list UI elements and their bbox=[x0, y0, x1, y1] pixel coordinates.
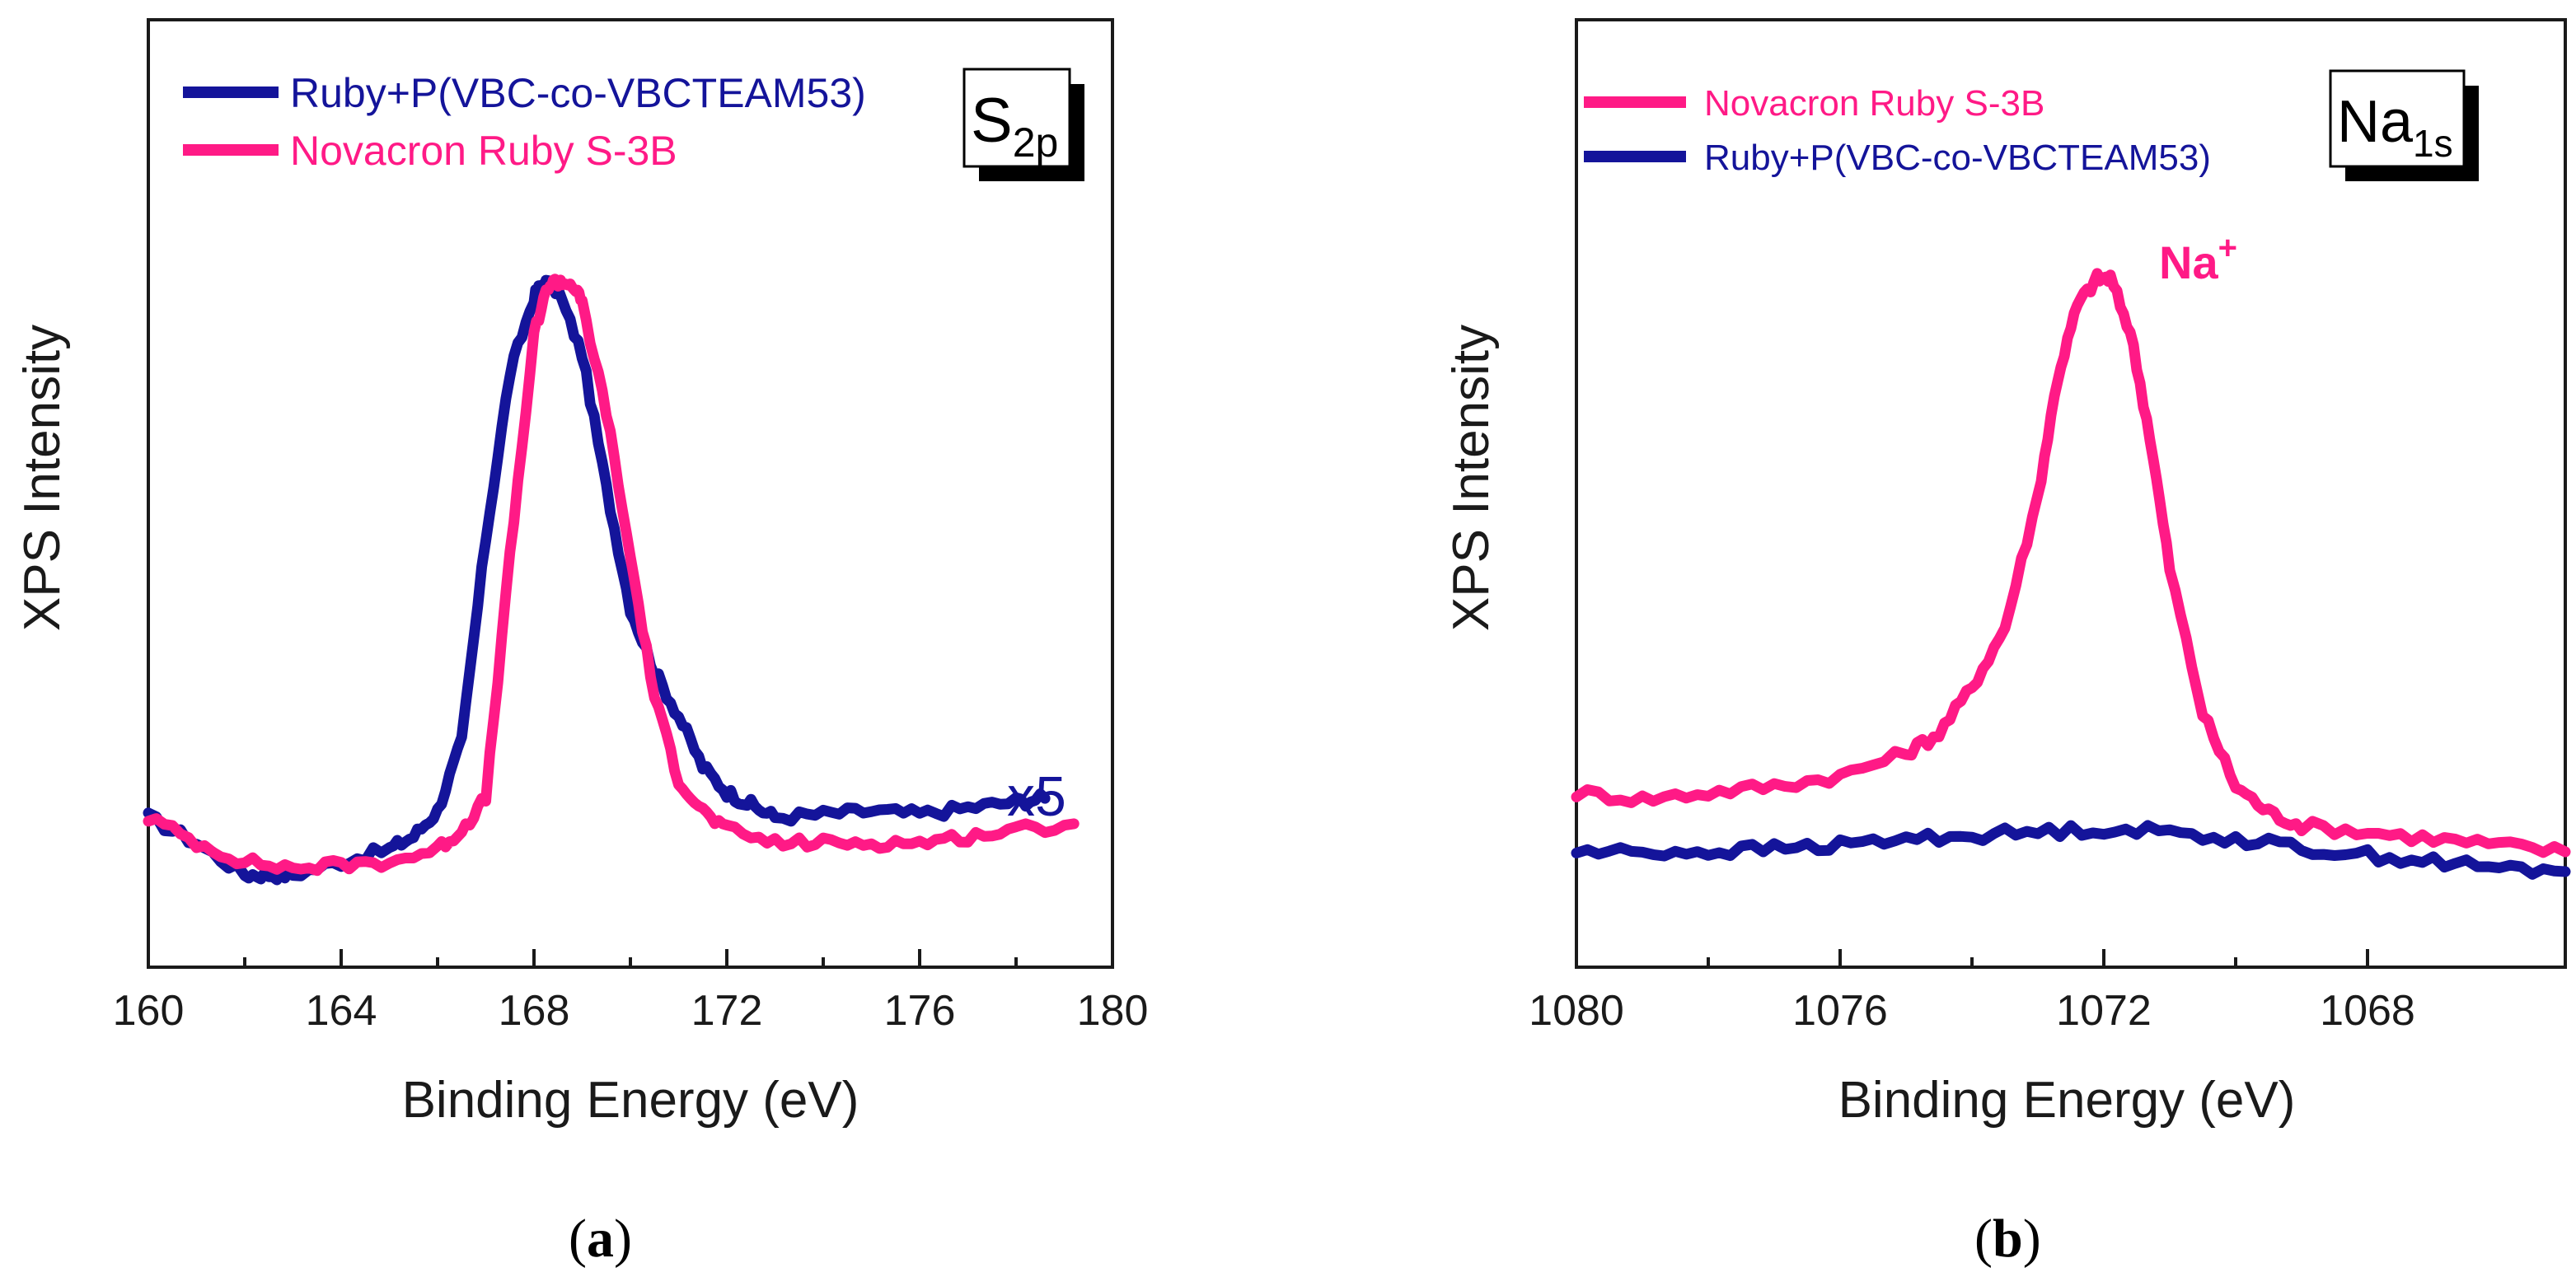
badge-na1s-text: Na1s bbox=[2337, 89, 2453, 165]
legend-b-label-1: Novacron Ruby S-3B bbox=[1704, 83, 2044, 124]
x-tick-label-a-1: 164 bbox=[306, 987, 377, 1035]
legend-a-label-1: Ruby+P(VBC-co-VBCTEAM53) bbox=[290, 70, 866, 116]
panel-caption-a: (a) bbox=[569, 1209, 632, 1269]
y-axis-label-b: XPS Intensity bbox=[1443, 325, 1500, 631]
badge-s2p: S2p bbox=[962, 68, 1084, 181]
legend-a-label-2: Novacron Ruby S-3B bbox=[290, 128, 677, 174]
badge-na1s: Na1s bbox=[2329, 69, 2479, 181]
x-tick-label-a-5: 180 bbox=[1077, 987, 1149, 1035]
peak-annotation-base: Na bbox=[2159, 236, 2218, 288]
legend-b: Novacron Ruby S-3B Ruby+P(VBC-co-VBCTEAM… bbox=[1584, 83, 2211, 178]
scale-annotation-x5: x5 bbox=[1007, 765, 1066, 828]
legend-b-label-2: Ruby+P(VBC-co-VBCTEAM53) bbox=[1704, 138, 2211, 178]
badge-na1s-base: Na bbox=[2337, 89, 2414, 155]
x-tick-label-a-3: 172 bbox=[691, 987, 763, 1035]
series-group-a bbox=[143, 274, 1080, 886]
series-group-b bbox=[1571, 268, 2571, 880]
peak-annotation-na-plus: Na+ bbox=[2159, 230, 2237, 288]
panel-a: 160 164 168 172 176 180 Ruby+P(VBC-co-VBCTEAM… bbox=[14, 18, 1149, 1269]
series-line-b-0 bbox=[1571, 268, 2571, 858]
x-tick-label-a-2: 168 bbox=[499, 987, 570, 1035]
x-tick-label-b-2: 1072 bbox=[2056, 987, 2152, 1035]
x-tick-label-a-0: 160 bbox=[113, 987, 185, 1035]
badge-s2p-box bbox=[962, 68, 1071, 168]
badge-na1s-sub: 1s bbox=[2413, 122, 2453, 165]
series-line-a-1 bbox=[143, 274, 1080, 877]
legend-a: Ruby+P(VBC-co-VBCTEAM53) Novacron Ruby S… bbox=[183, 70, 866, 174]
badge-s2p-sub: 2p bbox=[1013, 119, 1059, 166]
panel-b: 1080 1076 1072 1068 Novacron Ruby S-3B Ruby… bbox=[1443, 18, 2571, 1269]
x-ticks-a: 160 164 168 172 176 180 bbox=[113, 949, 1149, 1035]
peak-annotation-sup: + bbox=[2218, 230, 2237, 266]
plot-frame-b bbox=[1575, 18, 2567, 969]
series-line-b-1 bbox=[1571, 820, 2571, 880]
x-tick-label-b-3: 1068 bbox=[2320, 987, 2415, 1035]
x-axis-label-b: Binding Energy (eV) bbox=[1838, 1072, 2296, 1129]
x-tick-label-b-0: 1080 bbox=[1529, 987, 1624, 1035]
panel-caption-b-letter: b bbox=[1993, 1209, 2023, 1269]
x-ticks-b: 1080 1076 1072 1068 bbox=[1529, 949, 2415, 1035]
x-tick-label-b-1: 1076 bbox=[1792, 987, 1888, 1035]
badge-s2p-text: S2p bbox=[971, 86, 1058, 166]
panel-caption-b: (b) bbox=[1974, 1209, 2041, 1269]
x-tick-label-a-4: 176 bbox=[884, 987, 956, 1035]
x-axis-label-a: Binding Energy (eV) bbox=[402, 1072, 859, 1129]
badge-s2p-base: S bbox=[971, 86, 1013, 156]
badge-na1s-box bbox=[2329, 69, 2466, 168]
y-axis-label-a: XPS Intensity bbox=[14, 325, 71, 631]
panel-caption-a-letter: a bbox=[587, 1209, 614, 1269]
